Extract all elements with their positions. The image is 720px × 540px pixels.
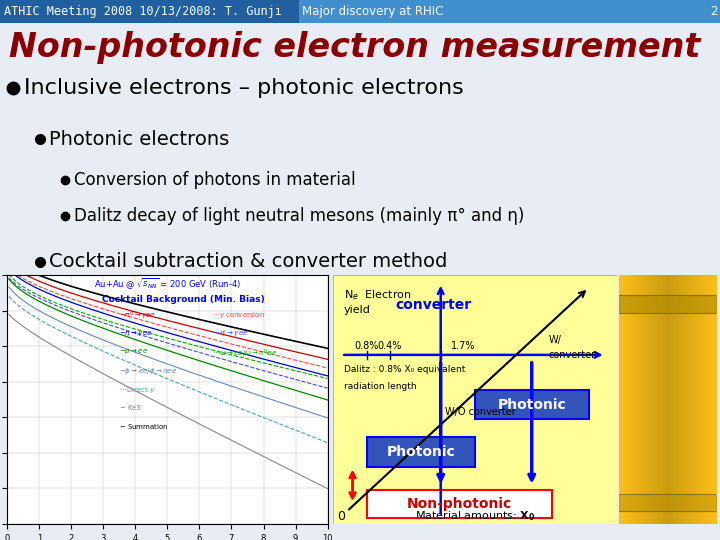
Text: Cocktail subtraction & converter method: Cocktail subtraction & converter method: [49, 252, 447, 272]
Bar: [475, 390, 589, 420]
Text: converter: converter: [549, 350, 596, 360]
Text: Major discovery at RHIC: Major discovery at RHIC: [302, 5, 444, 18]
Text: 0: 0: [337, 510, 345, 523]
Text: converter: converter: [395, 298, 472, 312]
Bar: [366, 490, 552, 517]
Text: $\cdots$Direct $\gamma$: $\cdots$Direct $\gamma$: [120, 384, 156, 395]
Text: W/: W/: [549, 335, 562, 345]
Text: $\cdots\omega \rightarrow ee/\omega \rightarrow \pi^0ee$: $\cdots\omega \rightarrow ee/\omega \rig…: [212, 347, 277, 360]
Text: ATHIC Meeting 2008 10/13/2008: T. Gunji: ATHIC Meeting 2008 10/13/2008: T. Gunji: [4, 5, 282, 18]
Bar: [0, 0, 299, 23]
Text: Photonic: Photonic: [498, 397, 566, 411]
Text: Cocktail Background (Min. Bias): Cocktail Background (Min. Bias): [102, 295, 265, 304]
Text: Dalitz decay of light neutral mesons (mainly π° and η): Dalitz decay of light neutral mesons (ma…: [74, 207, 525, 225]
Text: $-$ Summation: $-$ Summation: [120, 422, 169, 431]
Text: 1.7%: 1.7%: [451, 341, 476, 351]
Bar: [299, 0, 720, 23]
Text: 0.4%: 0.4%: [377, 341, 402, 351]
Text: Dalitz : 0.8% X₀ equivalent: Dalitz : 0.8% X₀ equivalent: [344, 365, 465, 374]
Text: $-\pi^0 \rightarrow \gamma ee$: $-\pi^0 \rightarrow \gamma ee$: [120, 310, 156, 322]
Text: $\cdots\eta' \rightarrow \gamma ee$: $\cdots\eta' \rightarrow \gamma ee$: [212, 329, 248, 340]
Bar: [366, 437, 475, 467]
Text: Material amounts: $\mathbf{X_0}$: Material amounts: $\mathbf{X_0}$: [415, 509, 535, 523]
Text: Non-photonic electron measurement: Non-photonic electron measurement: [9, 31, 701, 64]
Text: $-$ Ke3: $-$ Ke3: [120, 403, 143, 413]
Text: 0.8%: 0.8%: [354, 341, 379, 351]
Text: Conversion of photons in material: Conversion of photons in material: [74, 171, 356, 189]
Text: Inclusive electrons – photonic electrons: Inclusive electrons – photonic electrons: [24, 78, 464, 98]
Text: Au+Au @ $\sqrt{s_{NN}}$ = 200 GeV (Run-4): Au+Au @ $\sqrt{s_{NN}}$ = 200 GeV (Run-4…: [94, 276, 241, 292]
Text: N$_e$  Electron: N$_e$ Electron: [344, 288, 412, 302]
Text: yield: yield: [344, 305, 371, 315]
Text: radiation length: radiation length: [344, 382, 417, 391]
Text: Photonic: Photonic: [387, 445, 455, 459]
Text: $-\eta \rightarrow \gamma ee$: $-\eta \rightarrow \gamma ee$: [120, 329, 153, 338]
Text: Photonic electrons: Photonic electrons: [49, 130, 229, 149]
Text: $-\rho \rightarrow ee$: $-\rho \rightarrow ee$: [120, 347, 148, 356]
Text: $-\phi \rightarrow ee/\phi \rightarrow \eta ee$: $-\phi \rightarrow ee/\phi \rightarrow \…: [120, 366, 177, 376]
Text: Non-photonic: Non-photonic: [407, 497, 512, 511]
Text: W/O converter: W/O converter: [445, 407, 516, 417]
Text: 2: 2: [711, 5, 718, 18]
Text: $\cdots\gamma$ conversion: $\cdots\gamma$ conversion: [212, 310, 265, 320]
